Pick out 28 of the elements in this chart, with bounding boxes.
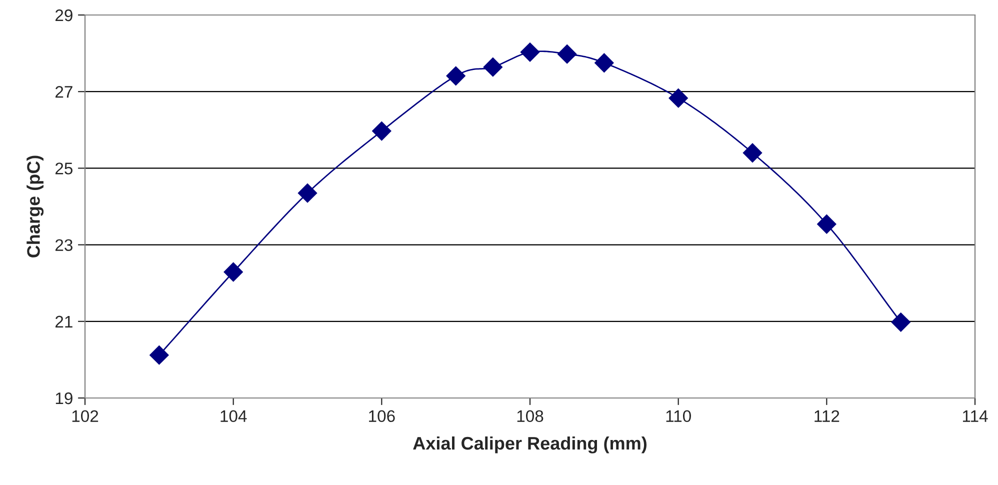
x-tick-label: 106: [369, 410, 395, 422]
point: [150, 346, 169, 365]
point: [224, 262, 243, 282]
x-tick-label: 108: [517, 410, 544, 422]
x-tick-label: 114: [962, 410, 988, 422]
x-tick-label: 104: [220, 410, 247, 422]
x-tick-label: 110: [666, 410, 691, 422]
point: [668, 88, 688, 108]
point: [298, 184, 318, 203]
point: [817, 214, 836, 234]
point: [372, 122, 392, 141]
point: [483, 58, 502, 77]
point: [446, 66, 466, 86]
point: [891, 312, 910, 332]
point: [742, 143, 762, 162]
point: [520, 42, 540, 62]
y-tick-label: 27: [55, 86, 72, 98]
x-tick-label: 112: [814, 410, 840, 422]
y-tick-label: 23: [55, 239, 72, 252]
x-axis-title: Axial Caliper Reading (mm): [413, 436, 646, 454]
y-axis-title: Charge (pC): [26, 156, 44, 258]
y-tick-label: 29: [55, 9, 72, 22]
point: [594, 53, 614, 72]
point: [558, 44, 577, 64]
y-tick-label: 19: [56, 392, 72, 404]
x-tick-label: 102: [72, 410, 98, 422]
y-tick-label: 25: [55, 162, 72, 174]
y-tick-label: 21: [55, 316, 72, 328]
